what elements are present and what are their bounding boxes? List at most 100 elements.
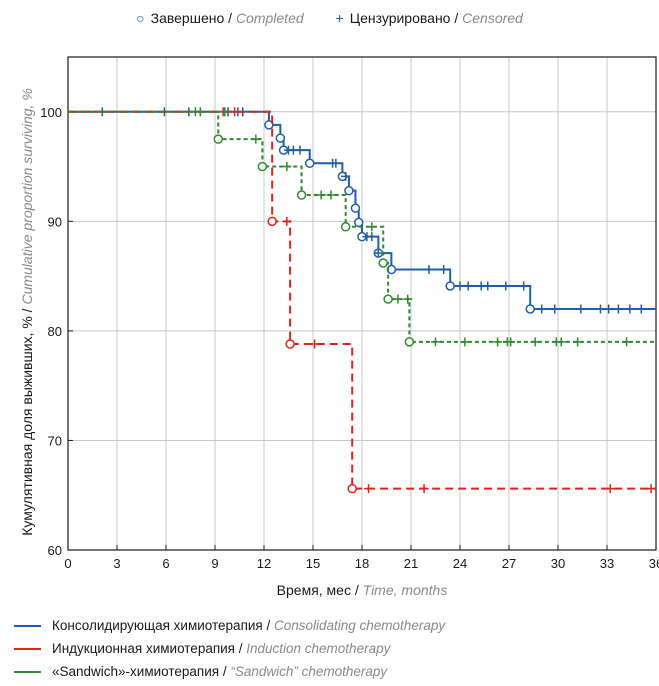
y-tick-label: 70 [48, 433, 62, 448]
x-tick-label: 27 [502, 556, 516, 571]
survival-chart: 036912151821242730333660708090100 [40, 56, 659, 571]
event-marker [350, 203, 361, 213]
x-axis-label: Время, мес / Time, months [68, 582, 656, 598]
event-marker [344, 185, 354, 196]
censored-marker [230, 107, 240, 117]
censored-marker [556, 337, 566, 347]
censored-marker [393, 294, 403, 304]
x-tick-label: 6 [162, 556, 169, 571]
censored-marker [463, 281, 473, 291]
legend-censored-label: Цензурировано [349, 10, 451, 26]
censored-marker [424, 265, 434, 275]
legend-item-consolidating: Консолидирующая химиотерапия / Consolida… [14, 614, 445, 637]
censored-marker [604, 304, 614, 314]
event-type-legend: ○ Завершено / Completed + Цензурировано / … [0, 10, 659, 26]
event-marker [383, 294, 393, 304]
legend-completed-label: Завершено [150, 10, 225, 26]
censored-marker [419, 484, 429, 494]
censored-marker [636, 304, 646, 314]
censored-marker [613, 304, 623, 314]
censored-marker [455, 281, 465, 291]
x-tick-label: 30 [551, 556, 565, 571]
censored-marker [195, 107, 205, 117]
event-marker [296, 190, 307, 200]
x-axis-label-ru: Время, мес / [276, 582, 363, 598]
censored-marker [364, 484, 374, 494]
event-marker [353, 217, 364, 228]
censored-marker [625, 304, 635, 314]
x-tick-label: 3 [113, 556, 120, 571]
censored-marker [605, 484, 615, 494]
event-marker [267, 216, 277, 227]
censored-marker [646, 484, 656, 494]
legend-label-ru: Индукционная химиотерапия / [52, 641, 247, 656]
event-marker [264, 120, 274, 130]
censored-marker [622, 337, 632, 347]
x-tick-label: 33 [600, 556, 614, 571]
legend-label-en: Induction chemotherapy [246, 641, 391, 656]
event-marker [347, 483, 357, 494]
x-tick-label: 18 [355, 556, 369, 571]
x-tick-label: 24 [453, 556, 467, 571]
censored-marker [530, 337, 540, 347]
event-marker [304, 158, 315, 169]
legend-item-induction: Индукционная химиотерапия / Induction ch… [14, 637, 445, 660]
event-marker [213, 134, 224, 144]
circle-icon: ○ [136, 10, 145, 26]
y-tick-label: 100 [40, 105, 62, 120]
event-marker [378, 258, 388, 268]
censored-marker [367, 232, 377, 242]
legend-swatch [14, 671, 41, 674]
legend-swatch [14, 648, 41, 651]
series-legend: Консолидирующая химиотерапия / Consolida… [14, 614, 445, 683]
event-marker [445, 281, 455, 291]
x-tick-label: 9 [211, 556, 218, 571]
censored-marker [519, 281, 529, 291]
censored-marker [282, 216, 292, 226]
event-marker [525, 304, 535, 314]
y-axis-label: Кумулятивная доля выживших, % / Cumulati… [19, 62, 39, 562]
censored-marker [373, 248, 383, 258]
y-axis-label-ru: Кумулятивная доля выживших, % / [19, 304, 35, 536]
x-tick-label: 0 [64, 556, 71, 571]
x-tick-label: 36 [649, 556, 659, 571]
event-marker [275, 133, 286, 143]
legend-label-en: Consolidating chemotherapy [273, 618, 446, 633]
legend-completed-label-en: Completed [235, 10, 304, 26]
legend-swatch [14, 625, 41, 628]
censored-marker [367, 222, 377, 232]
censored-marker [576, 304, 586, 314]
censored-marker [220, 107, 230, 117]
legend-label-ru: Консолидирующая химиотерапия / [52, 618, 274, 633]
legend-censored: + Цензурировано / Censored [335, 10, 523, 26]
censored-marker [460, 337, 470, 347]
plus-icon: + [335, 10, 344, 26]
censored-marker [595, 304, 605, 314]
legend-item-sandwich: «Sandwich»-химиотерапия / “Sandwich” che… [14, 660, 445, 683]
censored-marker [537, 304, 547, 314]
censored-marker [439, 265, 449, 275]
censored-marker [573, 337, 583, 347]
y-tick-label: 90 [48, 214, 62, 229]
censored-marker [282, 162, 292, 172]
censored-marker [403, 294, 413, 304]
censored-marker [316, 190, 326, 200]
censored-marker [310, 339, 320, 349]
censored-marker [341, 171, 351, 181]
event-marker [257, 161, 268, 172]
censored-marker [550, 304, 560, 314]
censored-marker [326, 190, 336, 200]
censored-marker [493, 337, 503, 347]
legend-label-ru: «Sandwich»-химиотерапия / [52, 664, 231, 679]
censored-marker [295, 145, 305, 155]
x-axis-label-en: Time, months [362, 582, 448, 598]
censored-marker [501, 281, 511, 291]
censored-marker [506, 337, 516, 347]
x-tick-label: 15 [306, 556, 320, 571]
legend-label-en: “Sandwich” chemotherapy [230, 664, 388, 679]
y-axis-label-en: Cumulative proportion surviving, % [19, 88, 35, 305]
event-marker [340, 222, 351, 232]
x-tick-label: 21 [404, 556, 418, 571]
y-tick-label: 60 [48, 543, 62, 558]
